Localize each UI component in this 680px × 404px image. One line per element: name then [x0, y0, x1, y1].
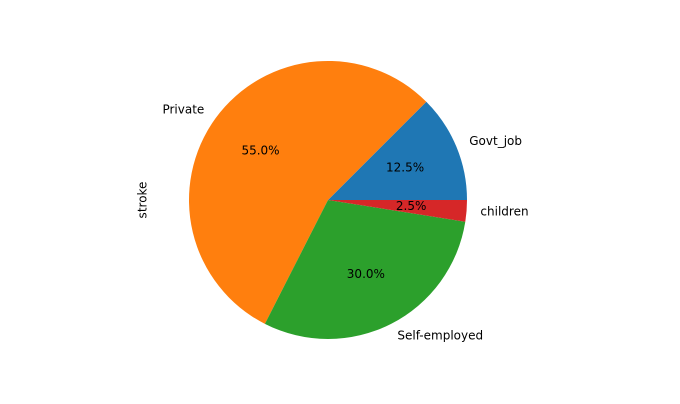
value-label: 12.5%: [386, 161, 424, 175]
pie-slice: [328, 101, 468, 200]
value-label: 55.0%: [241, 143, 279, 157]
pie-slice: [189, 61, 427, 324]
pie-slice: [264, 200, 466, 339]
slice-label: children: [480, 204, 528, 218]
slice-label: Govt_job: [469, 134, 522, 148]
value-label: 30.0%: [347, 267, 385, 281]
y-axis-label: stroke: [136, 182, 150, 219]
slice-label: Self-employed: [397, 329, 483, 343]
value-label: 2.5%: [396, 199, 427, 213]
slice-label: Private: [162, 103, 204, 117]
pie-slice: [328, 200, 468, 222]
